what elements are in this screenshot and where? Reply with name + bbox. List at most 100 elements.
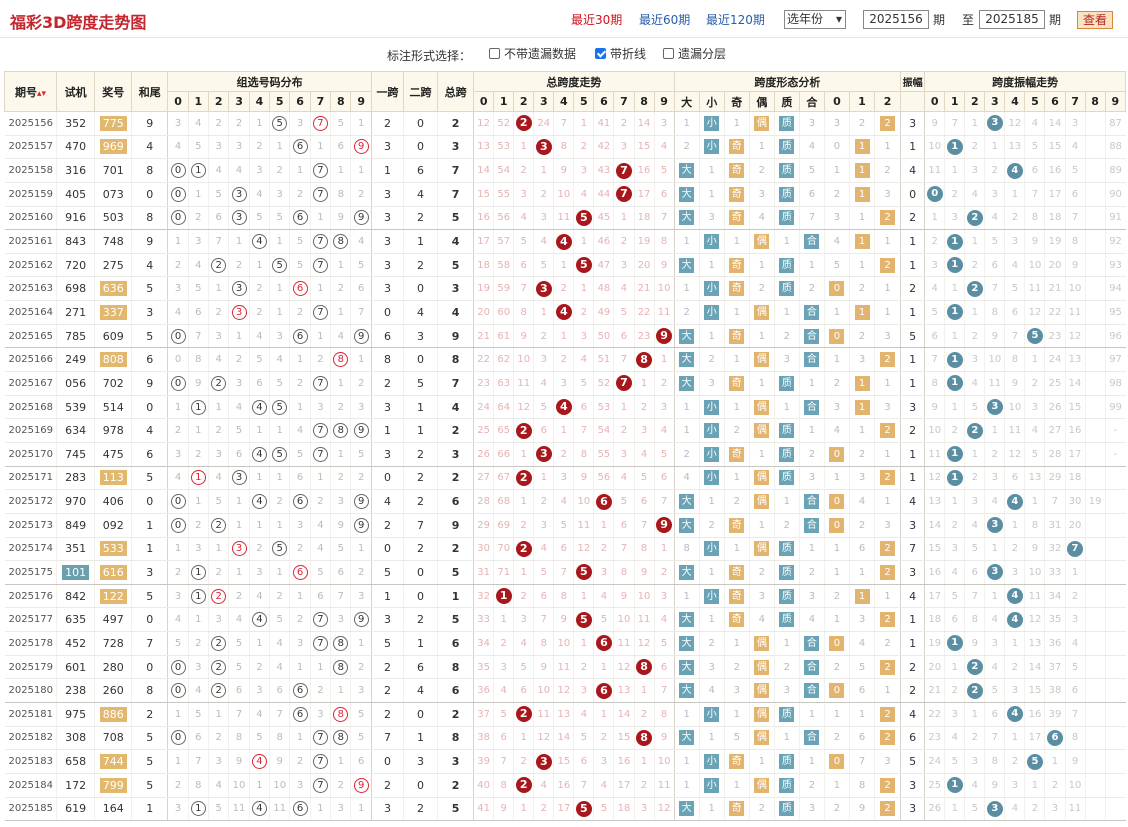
group-dist-cell: 1 <box>187 466 209 491</box>
trend-hit-mark: 2 <box>515 540 532 557</box>
amp-trend-cell: 3 <box>984 631 1005 656</box>
recent-30-link[interactable]: 最近30期 <box>571 13 623 27</box>
digit-header: 6 <box>289 91 311 112</box>
form-hit-mark: 1 <box>854 234 870 250</box>
recent-60-link[interactable]: 最近60期 <box>639 13 691 27</box>
award-cell: 406 <box>94 489 132 514</box>
checkbox-checked-icon[interactable] <box>595 48 606 59</box>
group-dist-cell: 7 <box>309 773 331 798</box>
option-polyline[interactable]: 带折线 <box>595 45 646 62</box>
span2-cell: 0 <box>402 702 438 727</box>
checkbox-icon[interactable] <box>663 48 674 59</box>
group-dist-cell: 7 <box>187 749 209 774</box>
form-cell: 小 <box>698 466 725 491</box>
form-cell: 2 <box>673 442 700 467</box>
sum-tail-cell: 5 <box>131 466 168 491</box>
form-cell: 4 <box>698 678 725 704</box>
group-dist-cell: 11 <box>228 797 250 822</box>
period-cell: 2025175 <box>4 560 57 585</box>
amp-hit-mark: 0 <box>926 186 943 203</box>
trial-cell: 658 <box>56 749 95 774</box>
amp-hit-mark: 4 <box>1006 588 1023 605</box>
form-cell: 2 <box>823 797 850 822</box>
trend-cell: 7 <box>653 489 675 514</box>
form-hit-mark: 2 <box>880 801 896 817</box>
trend-cell: 20 <box>473 300 494 325</box>
col-total-span: 总跨 <box>437 71 475 112</box>
form-cell: 质 <box>773 560 800 585</box>
amp-trend-cell: 8 <box>1064 726 1086 751</box>
amp-trend-cell: 26 <box>924 797 945 822</box>
group-dist-cell: 4 <box>187 253 209 278</box>
query-button[interactable]: 查看 <box>1077 11 1113 29</box>
amp-trend-cell <box>1104 797 1126 822</box>
trend-cell: 8 <box>493 773 514 798</box>
group-dist-cell: 5 <box>350 253 372 278</box>
trend-cell: 37 <box>473 702 494 727</box>
sort-icon[interactable]: ▴▾ <box>37 88 47 99</box>
group-hit-mark: 0 <box>170 730 186 746</box>
trend-cell: 15 <box>553 749 574 774</box>
option-no-miss[interactable]: 不带遗漏数据 <box>489 45 576 62</box>
form-cell: 1 <box>798 702 825 727</box>
form-cell: 1 <box>848 395 875 420</box>
trend-cell: 6 <box>653 466 675 491</box>
span1-cell: 5 <box>370 631 404 656</box>
amp-trend-cell: 8 <box>1064 229 1086 254</box>
form-hit-mark: 偶 <box>754 777 770 793</box>
amp-trend-cell <box>1104 466 1126 491</box>
group-dist-cell: 2 <box>289 607 311 633</box>
group-dist-cell: 1 <box>309 797 331 822</box>
amp-trend-cell: 6 <box>924 324 945 349</box>
amp-trend-cell: 96 <box>1104 324 1126 349</box>
form-hit-mark: 质 <box>779 754 795 770</box>
trend-hit-mark: 3 <box>535 446 552 463</box>
trend-cell: 2 <box>593 537 614 562</box>
amp-trend-cell: 25 <box>1044 371 1066 396</box>
group-hit-mark: 7 <box>312 635 328 651</box>
form-hit-mark: 0 <box>829 754 845 770</box>
table-row: 2025183 658 744 5 1 7 3 9 4 9 2 7 1 6 0 3 3 39 7 2 3 15 6 3 16 1 1… <box>4 749 1126 774</box>
amp-hit-mark: 2 <box>966 682 983 699</box>
amp-cell: 0 <box>900 182 925 207</box>
option-layered[interactable]: 遗漏分层 <box>663 45 726 62</box>
col-period[interactable]: 期号▴▾ <box>4 71 58 112</box>
group-dist-cell: 1 <box>289 584 311 609</box>
amp-trend-cell: 4 <box>944 560 965 585</box>
form-hit-mark: 偶 <box>754 730 770 746</box>
group-dist-cell: 7 <box>309 182 331 207</box>
form-cell: 3 <box>698 655 725 680</box>
form-cell: 5 <box>848 655 875 680</box>
amp-trend-cell: 19 <box>924 631 945 656</box>
amp-cell: 4 <box>900 158 925 183</box>
amp-trend-cell: 11 <box>1004 418 1025 443</box>
to-period-input[interactable]: 2025185 <box>979 10 1045 29</box>
digit-header: 9 <box>350 91 372 112</box>
recent-120-link[interactable]: 最近120期 <box>706 13 765 27</box>
group-dist-cell: 1 <box>187 418 209 443</box>
trend-cell: 7 <box>533 607 554 633</box>
checkbox-icon[interactable] <box>489 48 500 59</box>
year-select[interactable]: 选年份 ▾ <box>784 10 846 29</box>
form-hit-mark: 小 <box>704 754 720 770</box>
trend-cell: 44 <box>593 182 614 207</box>
form-cell: 0 <box>823 135 850 160</box>
amp-trend-cell: 14 <box>1064 371 1086 396</box>
amp-trend-cell: 4 <box>984 206 1005 231</box>
group-dist-cell: 1 <box>269 276 290 302</box>
award-value: 886 <box>99 706 127 722</box>
sum-tail-cell: 5 <box>131 773 168 798</box>
amp-trend-cell <box>1084 300 1106 325</box>
form-hit-mark: 小 <box>704 234 720 250</box>
group-dist-cell: 6 <box>289 797 311 822</box>
amp-trend-cell: 6 <box>1004 300 1025 325</box>
amp-trend-cell: 4 <box>1004 702 1025 727</box>
form-hit-mark: 大 <box>679 186 695 202</box>
trend-cell: 10 <box>573 489 594 514</box>
trend-cell: 11 <box>513 371 534 396</box>
group-dist-cell: 1 <box>208 702 229 727</box>
group-hit-mark: 7 <box>312 777 328 793</box>
from-period-input[interactable]: 2025156 <box>863 10 929 29</box>
table-row: 2025175 101 616 3 2 1 2 1 3 1 6 5 6 2 5 0 5 31 71 1 5 7 5 3 8 9 2 大… <box>4 560 1126 585</box>
trend-cell: 8 <box>633 655 655 680</box>
